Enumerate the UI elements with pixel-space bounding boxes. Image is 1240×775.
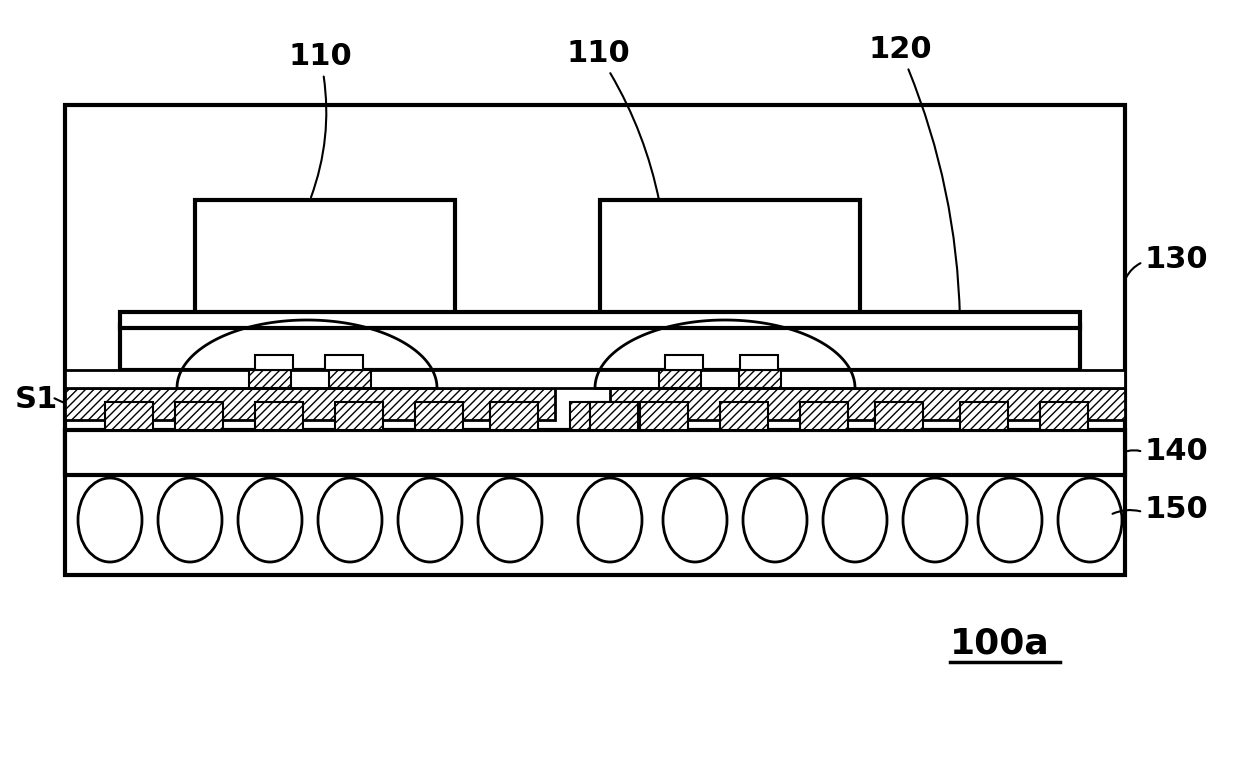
Bar: [105, 402, 153, 430]
Bar: [325, 355, 363, 370]
Text: 140: 140: [1145, 438, 1209, 467]
Bar: [255, 402, 303, 430]
Ellipse shape: [477, 478, 542, 562]
Bar: [600, 200, 861, 327]
Ellipse shape: [743, 478, 807, 562]
Bar: [570, 402, 618, 430]
Bar: [120, 325, 1080, 370]
Bar: [720, 402, 768, 430]
Bar: [64, 105, 1125, 575]
Ellipse shape: [157, 478, 222, 562]
Bar: [658, 370, 701, 388]
Text: 100a: 100a: [950, 626, 1050, 660]
Ellipse shape: [78, 478, 143, 562]
Bar: [64, 388, 556, 420]
Ellipse shape: [238, 478, 303, 562]
Ellipse shape: [978, 478, 1042, 562]
Ellipse shape: [578, 478, 642, 562]
Bar: [1040, 402, 1087, 430]
Ellipse shape: [317, 478, 382, 562]
Bar: [640, 402, 688, 430]
Bar: [329, 370, 371, 388]
Bar: [590, 402, 639, 430]
Text: 120: 120: [868, 35, 960, 317]
Bar: [120, 312, 1080, 328]
Bar: [335, 402, 383, 430]
Text: 130: 130: [1145, 246, 1209, 274]
Bar: [64, 370, 1125, 388]
Text: 110: 110: [288, 42, 352, 198]
Bar: [875, 402, 923, 430]
Bar: [415, 402, 463, 430]
Bar: [739, 370, 781, 388]
Bar: [740, 355, 777, 370]
Ellipse shape: [903, 478, 967, 562]
Bar: [64, 430, 1125, 475]
Bar: [960, 402, 1008, 430]
Bar: [195, 200, 455, 327]
Bar: [175, 402, 223, 430]
Bar: [249, 370, 291, 388]
Text: S1: S1: [15, 385, 58, 415]
Bar: [610, 388, 1125, 420]
Text: 110: 110: [567, 39, 660, 202]
Bar: [490, 402, 538, 430]
Bar: [800, 402, 848, 430]
Ellipse shape: [398, 478, 463, 562]
Ellipse shape: [663, 478, 727, 562]
Bar: [665, 355, 703, 370]
Bar: [255, 355, 293, 370]
Ellipse shape: [1058, 478, 1122, 562]
Text: 150: 150: [1145, 495, 1209, 525]
Ellipse shape: [823, 478, 887, 562]
